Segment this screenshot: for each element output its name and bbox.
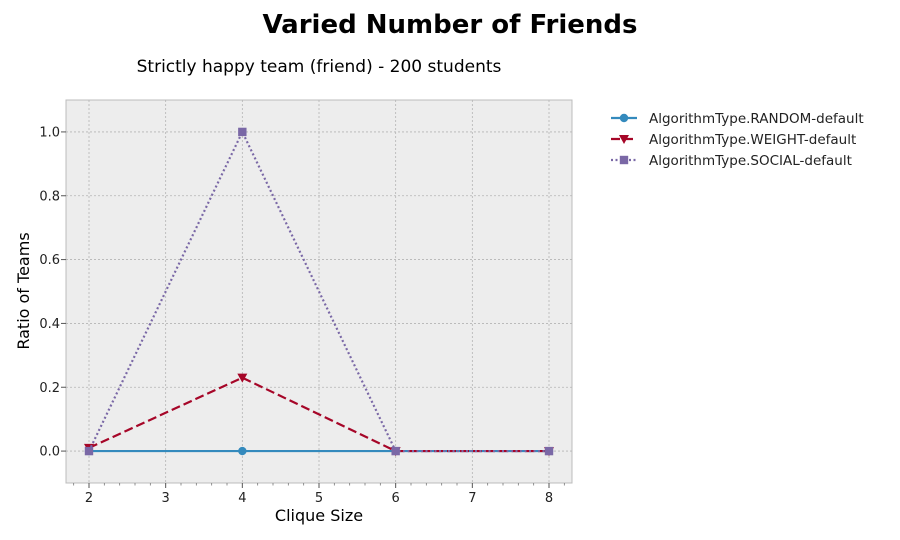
- series-line: [88, 376, 549, 453]
- chart-suptitle: Varied Number of Friends: [262, 10, 637, 40]
- y-tick-label: 0.2: [39, 381, 60, 396]
- legend-label: AlgorithmType.SOCIAL-default: [649, 153, 852, 169]
- legend-marker: [619, 135, 629, 144]
- data-point-marker: [238, 446, 247, 456]
- axis-ticks: 2 3 4 5 6 7 8 0.0 0.2 0.4 0.6 0.8 1.0: [39, 125, 565, 506]
- data-point-marker: [544, 446, 554, 456]
- data-point-marker: [237, 373, 248, 383]
- y-tick-label: 0.8: [39, 189, 60, 204]
- x-tick-label: 4: [238, 491, 246, 506]
- data-point-marker: [84, 446, 94, 456]
- legend-marker: [619, 113, 629, 123]
- x-axis-label: Clique Size: [275, 506, 363, 525]
- y-tick-label: 1.0: [39, 125, 60, 140]
- y-tick-label: 0.4: [39, 317, 60, 332]
- x-tick-label: 3: [162, 491, 170, 506]
- data-point-marker: [391, 446, 400, 456]
- legend-label: AlgorithmType.WEIGHT-default: [649, 132, 856, 148]
- data-point-marker: [238, 127, 247, 137]
- x-tick-label: 2: [85, 491, 93, 506]
- legend: AlgorithmType.RANDOM-default AlgorithmTyp…: [611, 111, 864, 169]
- x-tick-label: 7: [468, 491, 476, 506]
- x-tick-label: 6: [392, 491, 400, 506]
- series-2: [84, 127, 554, 456]
- legend-marker: [619, 155, 629, 165]
- y-tick-label: 0.6: [39, 253, 60, 268]
- chart-title: Strictly happy team (friend) - 200 stude…: [137, 57, 502, 77]
- series-line: [88, 130, 549, 453]
- x-tick-label: 5: [315, 491, 323, 506]
- legend-item: AlgorithmType.RANDOM-default: [611, 111, 864, 127]
- y-axis-label: Ratio of Teams: [14, 232, 33, 349]
- legend-item: AlgorithmType.SOCIAL-default: [611, 153, 852, 169]
- legend-item: AlgorithmType.WEIGHT-default: [611, 132, 856, 148]
- series-layer: [84, 127, 554, 457]
- legend-label: AlgorithmType.RANDOM-default: [649, 111, 864, 127]
- x-tick-label: 8: [545, 491, 553, 506]
- y-tick-label: 0.0: [39, 445, 60, 460]
